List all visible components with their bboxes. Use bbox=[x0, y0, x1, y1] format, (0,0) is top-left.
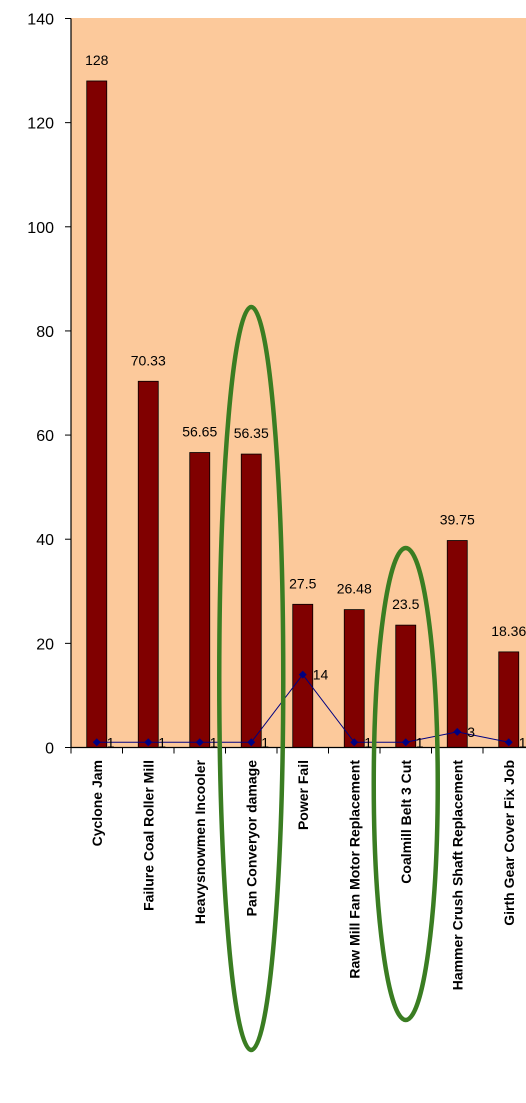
line-value-label-7: 1 bbox=[416, 734, 424, 750]
bar-2 bbox=[137, 380, 159, 748]
category-label-8: Hammer Crush Shaft Replacement bbox=[449, 760, 465, 991]
bar-value-label-3: 56.65 bbox=[182, 424, 217, 440]
y-tick-label: 60 bbox=[36, 428, 54, 445]
y-tick-label: 140 bbox=[27, 12, 54, 29]
category-label-2: Failure Coal Roller Mill bbox=[140, 760, 156, 911]
y-tick-label: 120 bbox=[27, 116, 54, 133]
line-value-label-3: 1 bbox=[210, 734, 218, 750]
bar-value-label-6: 26.48 bbox=[337, 581, 372, 597]
line-value-label-5: 14 bbox=[313, 667, 329, 683]
bar-3 bbox=[189, 452, 211, 748]
bar-9 bbox=[498, 651, 520, 748]
line-value-label-6: 1 bbox=[364, 734, 372, 750]
line-value-label-9: 1 bbox=[519, 734, 526, 750]
line-value-label-4: 1 bbox=[261, 734, 269, 750]
category-label-6: Raw Mill Fan Motor Replacement bbox=[346, 760, 362, 979]
line-marker-8 bbox=[453, 727, 462, 736]
data-labels: 128 70.33 56.65 56.35 27.5 26.48 23.5 39.75 18.3… bbox=[85, 52, 526, 750]
category-label-5: Power Fail bbox=[295, 760, 311, 830]
category-label-4: Pan Converyor damage bbox=[243, 760, 259, 917]
bar-6 bbox=[343, 609, 365, 748]
line-marker-2 bbox=[144, 738, 153, 747]
y-tick-label: 80 bbox=[36, 324, 54, 341]
line-value-label-1: 1 bbox=[107, 734, 115, 750]
line-marker-4 bbox=[247, 738, 256, 747]
bar-value-label-2: 70.33 bbox=[131, 352, 166, 368]
bar-value-label-1: 128 bbox=[85, 52, 109, 68]
line-value-label-8: 3 bbox=[467, 724, 475, 740]
bar-value-label-5: 27.5 bbox=[289, 575, 316, 591]
line-marker-7 bbox=[401, 738, 410, 747]
highlight-ellipse-1 bbox=[217, 304, 286, 1053]
line-marker-5 bbox=[298, 670, 307, 679]
category-label-1: Cyclone Jam bbox=[89, 760, 105, 846]
axes bbox=[65, 18, 526, 754]
bar-value-label-9: 18.36 bbox=[491, 623, 526, 639]
line-marker-3 bbox=[195, 738, 204, 747]
category-label-9: Girth Gear Cover Fix Job bbox=[501, 760, 517, 926]
category-label-3: Heavysnowmen Incooler bbox=[192, 759, 208, 924]
bar-1 bbox=[86, 80, 108, 748]
line-marker-6 bbox=[350, 738, 359, 747]
category-label-7: Coalmill Belt 3 Cut bbox=[398, 760, 414, 884]
bar-4 bbox=[240, 453, 262, 748]
y-tick-label: 20 bbox=[36, 636, 54, 653]
bar-series bbox=[86, 80, 520, 748]
bar-8 bbox=[446, 540, 468, 748]
y-tick-label: 40 bbox=[36, 532, 54, 549]
x-category-labels: Cyclone Jam Failure Coal Roller Mill Heavy… bbox=[89, 759, 517, 990]
line-value-label-2: 1 bbox=[158, 734, 166, 750]
bar-value-label-7: 23.5 bbox=[392, 596, 419, 612]
y-tick-label: 0 bbox=[45, 741, 54, 758]
bar-value-label-8: 39.75 bbox=[440, 512, 475, 528]
y-tick-label: 100 bbox=[27, 220, 54, 237]
y-tick-labels: 0 20 40 60 80 100 120 140 bbox=[27, 12, 54, 758]
bar-value-label-4: 56.35 bbox=[234, 425, 269, 441]
line-series bbox=[92, 670, 513, 747]
highlight-ellipse-2 bbox=[371, 545, 440, 1023]
line-marker-9 bbox=[504, 738, 513, 747]
line-marker-1 bbox=[92, 738, 101, 747]
bar-7 bbox=[395, 624, 417, 748]
highlight-ellipses bbox=[217, 304, 440, 1053]
